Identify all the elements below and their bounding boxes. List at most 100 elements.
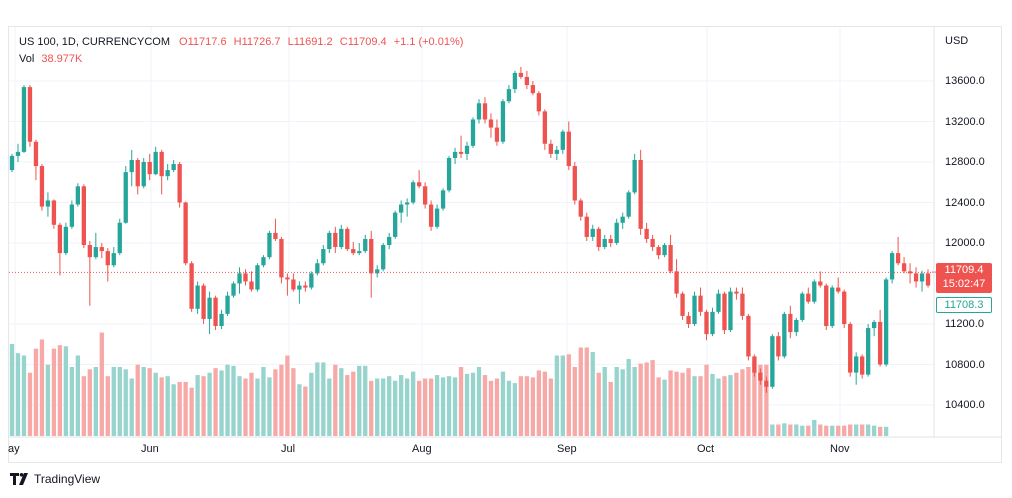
volume-bar	[758, 364, 763, 436]
candlestick	[488, 113, 494, 138]
candlestick	[231, 281, 236, 298]
candlestick	[33, 139, 39, 181]
volume-bar	[680, 372, 685, 436]
candle-body	[195, 285, 200, 309]
volume-bar	[297, 384, 302, 436]
candle-body	[171, 164, 176, 171]
volume-bar	[794, 424, 799, 436]
candle-body	[99, 247, 104, 252]
volume-bar	[201, 376, 206, 436]
candle-body	[560, 131, 565, 150]
symbol-legend: US 100, 1D, CURRENCYCOM O11717.6 H11726.…	[19, 35, 463, 49]
candle-body	[422, 186, 428, 205]
candle-body	[608, 238, 613, 243]
brand-watermark[interactable]: TradingView	[10, 472, 100, 486]
bar-countdown: 15:02:47	[942, 278, 986, 290]
candle-body	[470, 119, 476, 146]
indicator-price-badge: 11708.3	[936, 297, 992, 313]
volume-bar	[530, 377, 536, 436]
volume-bar	[428, 378, 434, 436]
candlestick	[752, 354, 757, 377]
candlestick	[800, 291, 805, 322]
candlestick	[434, 204, 440, 229]
candlestick	[650, 234, 655, 252]
candlestick	[464, 141, 470, 160]
volume-bar	[704, 364, 709, 436]
candlestick	[698, 287, 703, 316]
candlestick	[860, 354, 865, 379]
candlestick	[806, 287, 811, 304]
candlestick	[728, 287, 733, 333]
candlestick	[554, 145, 559, 160]
candlestick	[219, 309, 224, 330]
volume-bar	[93, 367, 98, 436]
candlestick	[638, 149, 643, 235]
candlestick	[818, 271, 823, 288]
candlestick	[614, 218, 619, 246]
candle-body	[656, 247, 661, 256]
candle-body	[710, 311, 715, 335]
candle-body	[812, 281, 817, 302]
volume-bar	[440, 377, 446, 436]
candlestick	[333, 226, 338, 254]
candlestick	[590, 224, 595, 241]
close-value: 11709.4	[347, 36, 387, 48]
candlestick	[267, 230, 272, 260]
volume-bar	[273, 369, 278, 436]
brand-name: TradingView	[34, 472, 101, 486]
volume-bar	[135, 364, 140, 436]
candlestick	[578, 198, 583, 221]
volume-bar	[171, 384, 176, 436]
volume-bar	[452, 377, 458, 436]
candle-body	[189, 263, 194, 309]
candlestick	[357, 243, 362, 256]
candle-body	[848, 324, 853, 373]
candlestick	[422, 182, 428, 209]
candlestick	[428, 200, 434, 231]
candlestick	[836, 277, 841, 294]
candlestick	[895, 236, 901, 266]
candlestick	[518, 66, 524, 79]
volume-bar	[572, 367, 577, 436]
candle-body	[255, 265, 260, 290]
candle-body	[375, 269, 380, 274]
candlestick	[63, 222, 69, 256]
volume-bar	[482, 375, 488, 436]
candle-body	[674, 271, 679, 294]
candlestick	[877, 309, 883, 367]
candlestick	[494, 119, 500, 146]
candlestick	[572, 162, 577, 205]
volume-bar	[45, 364, 51, 436]
candle-body	[692, 295, 697, 324]
volume-bar	[668, 370, 673, 436]
candle-body	[794, 319, 799, 333]
candlestick	[919, 270, 925, 292]
volume-bar	[81, 376, 87, 436]
candlestick	[626, 190, 631, 219]
volume-bar	[207, 372, 212, 436]
candle-body	[321, 249, 326, 264]
candlestick	[686, 311, 691, 329]
volume-bar	[548, 378, 553, 436]
volume-bar	[812, 419, 817, 436]
volume-bar	[848, 424, 853, 436]
volume-bars	[9, 332, 889, 436]
volume-bar	[375, 378, 380, 436]
candlestick	[135, 157, 140, 195]
candlesticks	[9, 66, 937, 393]
candle-body	[620, 216, 625, 223]
candlestick	[183, 201, 188, 266]
candle-body	[806, 293, 811, 302]
candlestick	[51, 199, 57, 229]
candle-body	[33, 141, 39, 167]
candlestick	[500, 99, 506, 144]
candlestick	[764, 376, 769, 393]
currency-label: USD	[945, 35, 969, 47]
candlestick	[907, 263, 913, 284]
candle-body	[273, 232, 278, 239]
candle-body	[530, 85, 536, 94]
candlestick	[758, 368, 763, 385]
volume-bar	[416, 380, 422, 436]
volume-bar	[393, 380, 398, 436]
